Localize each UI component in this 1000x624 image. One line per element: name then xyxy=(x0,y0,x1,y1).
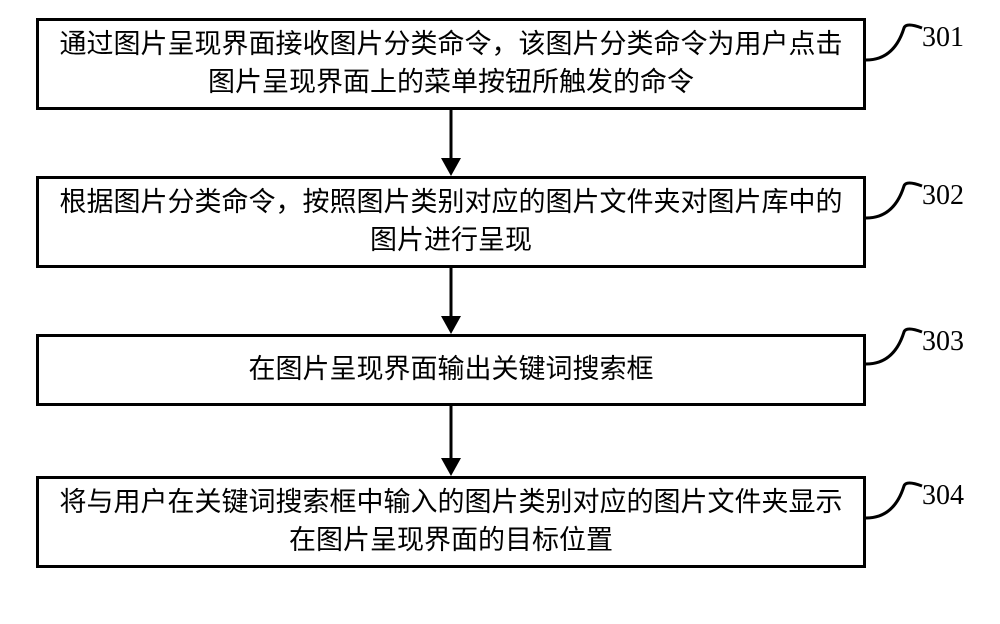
flow-step-4-text: 将与用户在关键词搜索框中输入的图片类别对应的图片文件夹显示在图片呈现界面的目标位… xyxy=(55,484,847,560)
label-connector-1 xyxy=(866,22,922,72)
flow-step-2-text: 根据图片分类命令，按照图片类别对应的图片文件夹对图片库中的图片进行呈现 xyxy=(55,184,847,260)
label-connector-2 xyxy=(866,180,922,230)
flow-step-2: 根据图片分类命令，按照图片类别对应的图片文件夹对图片库中的图片进行呈现 xyxy=(36,176,866,268)
step-label-4: 304 xyxy=(922,480,964,512)
step-label-2: 302 xyxy=(922,180,964,212)
label-connector-4 xyxy=(866,480,922,530)
arrow-3-line xyxy=(450,406,453,460)
flow-step-3-text: 在图片呈现界面输出关键词搜索框 xyxy=(249,351,654,389)
step-label-3: 303 xyxy=(922,326,964,358)
flow-step-4: 将与用户在关键词搜索框中输入的图片类别对应的图片文件夹显示在图片呈现界面的目标位… xyxy=(36,476,866,568)
arrow-1-head xyxy=(441,158,461,176)
arrow-2-line xyxy=(450,268,453,318)
step-label-1: 301 xyxy=(922,22,964,54)
label-connector-3 xyxy=(866,326,922,376)
flow-step-3: 在图片呈现界面输出关键词搜索框 xyxy=(36,334,866,406)
arrow-3-head xyxy=(441,458,461,476)
flowchart-canvas: 通过图片呈现界面接收图片分类命令，该图片分类命令为用户点击图片呈现界面上的菜单按… xyxy=(0,0,1000,624)
arrow-1-line xyxy=(450,110,453,160)
flow-step-1: 通过图片呈现界面接收图片分类命令，该图片分类命令为用户点击图片呈现界面上的菜单按… xyxy=(36,18,866,110)
flow-step-1-text: 通过图片呈现界面接收图片分类命令，该图片分类命令为用户点击图片呈现界面上的菜单按… xyxy=(55,26,847,102)
arrow-2-head xyxy=(441,316,461,334)
